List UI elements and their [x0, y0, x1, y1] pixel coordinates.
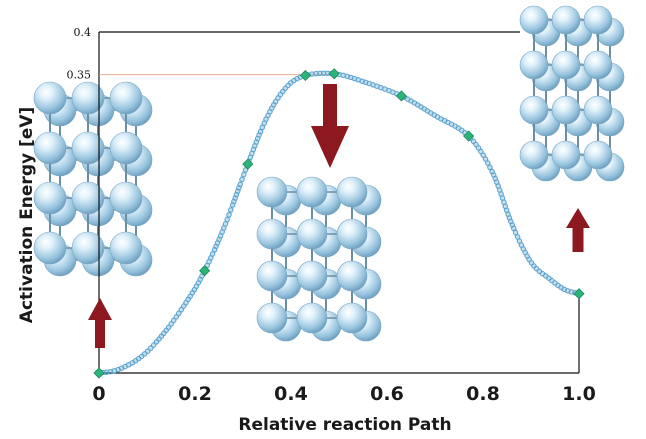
curve-sample — [236, 185, 242, 191]
arrow-down-saddle-down — [311, 84, 349, 168]
y-axis-title: Activation Energy [eV] — [17, 107, 37, 323]
x-tick-label: 0.8 — [466, 383, 500, 405]
curve-sample — [209, 251, 216, 257]
curve-sample — [344, 73, 350, 80]
curve-sample — [359, 78, 365, 84]
curve-sample — [115, 366, 121, 373]
curve-sample — [226, 212, 232, 218]
y-tick-label: 0.4 — [74, 26, 92, 39]
curve-sample — [235, 188, 241, 194]
data-point-3 — [299, 69, 311, 82]
curve-sample — [231, 198, 237, 205]
curve-sample — [475, 145, 482, 151]
final-structure — [519, 5, 625, 182]
curve-sample — [230, 202, 236, 208]
curve-sample — [568, 289, 575, 295]
curve-sample — [173, 314, 180, 320]
curve-sample — [103, 369, 110, 375]
data-point-6 — [463, 130, 475, 142]
curve-sample — [141, 351, 148, 357]
y-tick-label: 0.35 — [67, 69, 92, 82]
x-tick-labels: 0 0.2 0.4 0.6 0.8 1.0 — [92, 383, 595, 405]
curve-sample — [272, 99, 279, 105]
saddle-structure — [256, 176, 382, 342]
x-tick-label: 0.6 — [370, 383, 404, 405]
curve-sample — [242, 167, 249, 173]
curve-sample — [533, 265, 540, 272]
curve-sample — [478, 148, 484, 155]
curve-sample — [485, 160, 491, 166]
x-tick-label: 0 — [92, 383, 105, 405]
x-tick-label: 0.4 — [274, 383, 308, 405]
curve-sample — [313, 70, 319, 77]
curve-sample — [257, 129, 264, 135]
curve-sample — [473, 141, 479, 148]
curve-sample — [259, 124, 265, 131]
arrow-up-end-up — [566, 208, 590, 252]
data-point-2 — [242, 158, 254, 170]
initial-structure — [33, 81, 153, 277]
x-axis-title: Relative reaction Path — [238, 415, 451, 435]
energy-markers — [93, 68, 585, 379]
curve-sample — [282, 85, 288, 92]
plot-frame — [98, 31, 580, 374]
data-point-5 — [395, 90, 407, 102]
curve-sample — [480, 152, 486, 158]
arrows — [88, 84, 590, 348]
curve-sample — [275, 95, 281, 101]
curve-sample — [222, 221, 229, 227]
curve-sample — [487, 164, 493, 171]
structure-images — [33, 5, 625, 342]
data-point-4 — [328, 68, 340, 80]
curve-sample — [176, 310, 182, 316]
curve-sample — [241, 171, 247, 178]
y-tick-labels: 0.4 0.35 — [67, 26, 92, 82]
data-point-1 — [199, 265, 211, 277]
curve-sample — [211, 247, 218, 253]
x-tick-label: 1.0 — [562, 383, 596, 405]
curve-sample — [228, 207, 234, 213]
curve-sample — [470, 138, 477, 145]
arrow-up-start-up — [88, 298, 112, 348]
curve-sample — [239, 176, 245, 183]
curve-sample — [232, 195, 238, 201]
curve-sample — [511, 225, 517, 232]
curve-sample — [150, 342, 157, 348]
curve-sample — [317, 70, 323, 77]
curve-sample — [168, 321, 174, 327]
curve-sample — [165, 324, 172, 330]
curve-sample — [171, 317, 177, 324]
energy-curve-path — [98, 70, 580, 376]
data-point-0 — [93, 367, 105, 379]
curve-sample — [144, 348, 151, 354]
curve-sample — [321, 70, 327, 77]
curve-sample — [147, 345, 154, 351]
data-point-7 — [573, 288, 585, 300]
curve-sample — [178, 307, 185, 313]
x-tick-label: 0.2 — [178, 383, 212, 405]
curve-sample — [512, 229, 519, 236]
curve-sample — [482, 156, 489, 162]
curve-sample — [514, 234, 521, 240]
curve-sample — [224, 216, 230, 223]
curve-sample — [237, 181, 243, 188]
curve-sample — [526, 256, 532, 262]
